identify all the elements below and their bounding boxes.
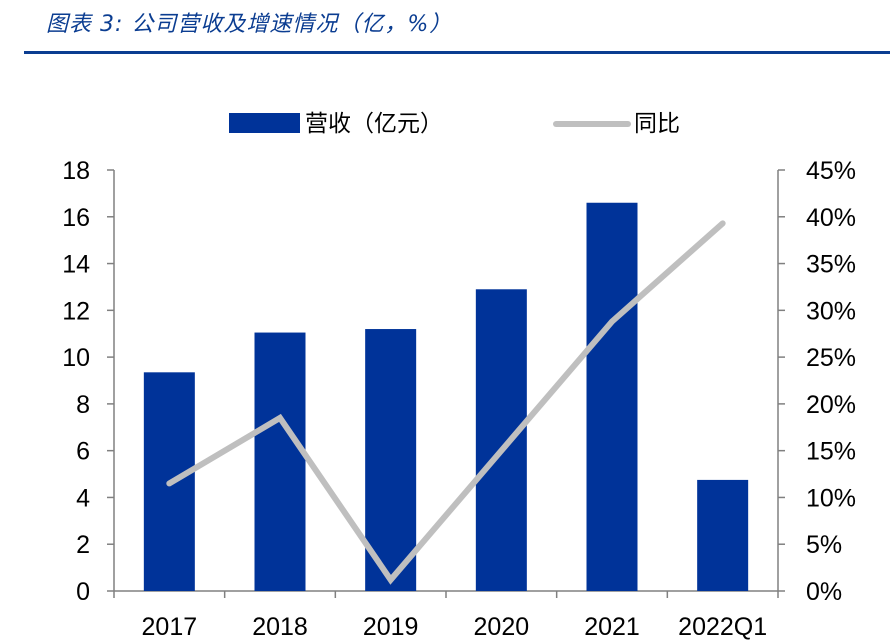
growth-rate-point — [611, 321, 613, 323]
x-axis-category-label: 2019 — [363, 613, 419, 641]
title-underline — [24, 51, 890, 54]
right-axis-tick-label: 5% — [806, 531, 842, 559]
right-axis-tick-label: 30% — [806, 297, 856, 325]
left-axis-tick-label: 16 — [62, 204, 90, 232]
revenue-bar — [475, 289, 527, 591]
x-axis-category-label: 2017 — [142, 613, 198, 641]
growth-line-layer — [166, 220, 726, 585]
growth-rate-point — [722, 222, 724, 224]
legend: 营收（亿元） 同比 — [229, 111, 680, 137]
revenue-bar — [365, 329, 417, 591]
right-axis-tick-label: 25% — [806, 344, 856, 372]
legend-bar-swatch — [229, 113, 300, 133]
figure-title: 图表 3: 公司营收及增速情况（亿，%） — [46, 12, 453, 37]
legend-bar-label: 营收（亿元） — [305, 111, 443, 137]
left-axis-tick-label: 4 — [76, 484, 90, 512]
left-axis-tick-label: 6 — [76, 438, 90, 466]
growth-rate-line — [166, 220, 726, 585]
right-axis-tick-label: 20% — [806, 391, 856, 419]
x-axis-category-label: 2021 — [584, 613, 640, 641]
bars-layer — [143, 202, 749, 591]
left-axis-tick-label: 18 — [62, 157, 90, 185]
revenue-bar — [254, 332, 306, 591]
right-axis-tick-label: 0% — [806, 578, 842, 606]
left-axis-tick-label: 14 — [62, 251, 90, 279]
revenue-bar — [697, 479, 749, 591]
axes-layer: 0 2 4 6 8 10 12 14 16 18 0% 5% 10% 15% 20% 25% 30% 35% 40%… — [62, 157, 856, 641]
right-axis-tick-label: 35% — [806, 251, 856, 279]
left-axis-tick-label: 8 — [76, 391, 90, 419]
right-axis-tick-label: 40% — [806, 204, 856, 232]
growth-rate-point — [390, 579, 392, 581]
growth-rate-point — [279, 417, 281, 419]
x-axis-category-label: 2022Q1 — [678, 613, 767, 641]
right-axis-tick-label: 15% — [806, 438, 856, 466]
x-axis-category-label: 2018 — [252, 613, 308, 641]
growth-rate-point — [168, 482, 170, 484]
left-axis-tick-label: 10 — [62, 344, 90, 372]
figure-header: 图表 3: 公司营收及增速情况（亿，%） — [0, 0, 890, 56]
left-axis-tick-label: 0 — [76, 578, 90, 606]
right-axis-tick-label: 10% — [806, 484, 856, 512]
left-axis-tick-label: 2 — [76, 531, 90, 559]
right-axis-tick-label: 45% — [806, 157, 856, 185]
revenue-bar — [586, 202, 638, 591]
x-axis-category-label: 2020 — [474, 613, 530, 641]
left-axis-tick-label: 12 — [62, 297, 90, 325]
legend-line-label: 同比 — [634, 111, 680, 137]
